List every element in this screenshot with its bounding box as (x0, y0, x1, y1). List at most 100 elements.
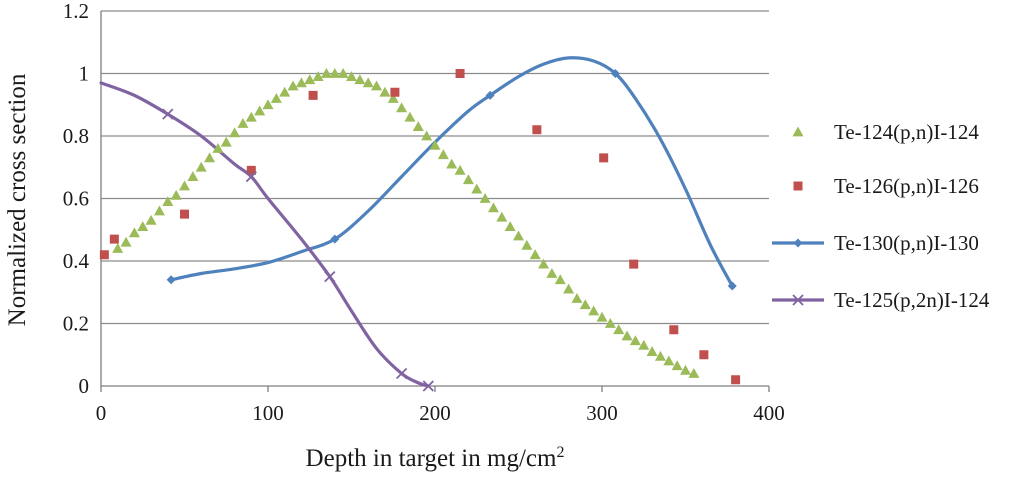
data-point-3-2 (324, 270, 336, 283)
data-point-2-0 (166, 275, 176, 285)
data-point-0-52 (546, 268, 558, 278)
data-point-0-65 (654, 350, 666, 361)
series-points-3 (162, 108, 434, 392)
series-points-1 (99, 69, 741, 385)
data-point-0-35 (404, 111, 416, 122)
data-point-0-46 (496, 211, 508, 222)
data-point-0-7 (170, 189, 182, 200)
data-point-1-7 (532, 125, 542, 135)
data-point-0-0 (112, 243, 124, 253)
data-point-0-55 (571, 293, 583, 303)
data-point-1-1 (109, 234, 119, 244)
data-point-1-3 (246, 165, 256, 175)
data-point-0-14 (229, 127, 241, 138)
y-axis-title: Normalized cross section (4, 73, 31, 326)
data-point-0-25 (320, 68, 332, 78)
data-point-3-4 (422, 380, 434, 392)
data-point-0-23 (304, 74, 316, 85)
data-point-1-8 (599, 153, 609, 163)
data-point-0-3 (137, 221, 149, 232)
data-point-0-29 (354, 74, 366, 85)
legend-label-0: Te-124(p,n)I-124 (834, 120, 979, 144)
data-point-1-12 (731, 375, 741, 385)
data-point-1-9 (629, 259, 639, 269)
data-point-0-61 (621, 330, 633, 341)
data-point-0-48 (513, 230, 524, 241)
x-tick-label-3: 300 (586, 401, 618, 425)
x-tick-labels: 0 100 200 300 400 (96, 401, 785, 425)
data-point-0-19 (270, 93, 282, 103)
data-point-0-8 (179, 180, 190, 191)
data-point-2-2 (485, 90, 495, 100)
data-point-2-4 (727, 281, 737, 291)
y-tick-label-6: 1.2 (63, 0, 89, 23)
series-points-2 (166, 69, 737, 291)
legend-marker-3 (792, 294, 804, 306)
data-point-1-2 (180, 209, 189, 219)
x-tick-label-0: 0 (96, 401, 107, 425)
x-axis-title-superscript: 2 (556, 444, 564, 461)
legend-item-1: Te-126(p,n)I-126 (793, 174, 979, 198)
data-point-0-58 (596, 311, 608, 322)
data-point-0-11 (204, 152, 216, 163)
legend-marker-1 (793, 181, 803, 191)
data-point-0-67 (671, 360, 683, 371)
data-point-0-57 (588, 305, 600, 316)
data-point-0-13 (220, 136, 232, 147)
data-point-3-1 (245, 170, 257, 183)
legend-label-2: Te-130(p,n)I-130 (834, 231, 979, 255)
data-point-1-0 (99, 250, 109, 260)
data-point-0-30 (362, 77, 374, 88)
data-point-1-4 (308, 90, 318, 100)
data-point-1-11 (699, 350, 709, 360)
data-point-1-6 (455, 69, 465, 78)
legend-label-1: Te-126(p,n)I-126 (834, 174, 979, 198)
data-point-0-15 (237, 118, 249, 128)
x-tick-label-1: 100 (252, 401, 284, 425)
data-point-0-22 (295, 77, 307, 88)
data-point-0-69 (688, 368, 700, 378)
legend: Te-124(p,n)I-124 Te-126(p,n)I-126 Te-130(p… (772, 120, 990, 312)
data-point-0-68 (680, 364, 691, 375)
legend-marker-0 (792, 126, 804, 137)
x-axis-title-text: Depth in target in mg/cm (306, 445, 557, 472)
data-point-0-1 (120, 236, 132, 247)
data-point-0-66 (663, 355, 675, 366)
legend-item-2: Te-130(p,n)I-130 (772, 231, 979, 255)
data-point-0-62 (629, 335, 641, 346)
data-point-0-39 (437, 149, 449, 160)
data-point-0-33 (387, 93, 399, 103)
x-axis-title: Depth in target in mg/cm2 (306, 444, 565, 472)
y-tick-label-5: 1 (79, 62, 90, 86)
data-point-0-40 (446, 158, 458, 169)
data-point-0-6 (162, 196, 174, 207)
data-point-0-45 (487, 202, 499, 213)
axes (100, 11, 770, 392)
y-tick-label-0: 0 (79, 374, 90, 398)
data-point-0-24 (312, 71, 324, 82)
data-point-0-27 (337, 68, 349, 78)
data-point-2-1 (330, 234, 340, 244)
data-point-0-2 (128, 227, 140, 238)
data-point-0-9 (187, 171, 199, 182)
gridlines (101, 10, 769, 325)
data-point-3-0 (162, 108, 174, 120)
series-points-0 (112, 68, 700, 378)
data-point-0-43 (471, 183, 483, 194)
y-tick-label-2: 0.4 (63, 249, 90, 273)
data-point-0-41 (454, 164, 466, 175)
x-tick-label-2: 200 (419, 401, 451, 425)
data-point-0-53 (554, 274, 566, 285)
data-point-0-49 (521, 239, 533, 250)
data-point-0-37 (421, 130, 433, 141)
x-tick-label-4: 400 (753, 401, 785, 425)
data-point-0-18 (262, 99, 274, 110)
data-point-0-4 (145, 214, 157, 225)
data-point-0-26 (329, 68, 341, 78)
data-point-0-36 (412, 121, 424, 132)
legend-label-3: Te-125(p,2n)I-124 (834, 288, 990, 312)
data-point-1-10 (669, 325, 679, 335)
y-tick-labels: 0 0.2 0.4 0.6 0.8 1 1.2 (63, 0, 90, 398)
data-point-0-56 (579, 299, 591, 310)
